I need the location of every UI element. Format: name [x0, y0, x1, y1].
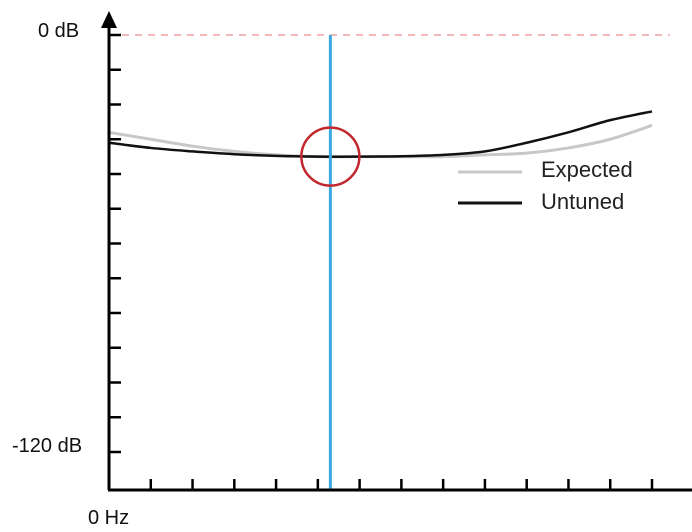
legend-label-untuned: Untuned [541, 189, 624, 214]
series-line-untuned [108, 110, 653, 158]
y-axis-bottom-label: -120 dB [12, 435, 82, 457]
legend-label-expected: Expected [541, 157, 633, 182]
x-axis-origin-label: 0 Hz [88, 507, 129, 529]
y-axis-top-label: 0 dB [38, 20, 79, 42]
y-axis-arrow-icon [101, 11, 117, 28]
series-group [108, 110, 653, 159]
axes [101, 11, 692, 492]
highlight-circle [300, 126, 361, 187]
legend: Expected Untuned [458, 157, 633, 214]
